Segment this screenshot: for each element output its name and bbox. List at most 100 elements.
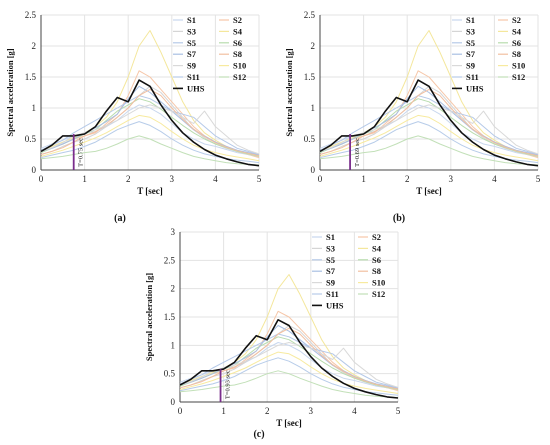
- legend-label-s7: S7: [326, 266, 336, 276]
- series-line-s6: [179, 336, 399, 390]
- period-marker-label: T=0.69 sec: [354, 138, 361, 167]
- x-tick-label: 5: [257, 174, 262, 184]
- legend-label-s12: S12: [372, 289, 385, 299]
- legend: S1 S2 S3 S4 S5 S6 S7 S8 S9 S10 S11 S12 UHS: [312, 232, 385, 310]
- x-tick-label: 2: [405, 174, 410, 184]
- legend-label-s9: S9: [187, 61, 196, 71]
- y-axis-label: Spectral acceleration [g]: [5, 48, 15, 136]
- legend-label-s2: S2: [233, 15, 242, 25]
- series-line-s3: [179, 325, 399, 390]
- x-tick-label: 2: [126, 174, 131, 184]
- legend-label-uhs: UHS: [466, 83, 484, 93]
- series-line-uhs: [179, 318, 399, 399]
- series-line-s4: [40, 30, 260, 157]
- legend-label-s9: S9: [466, 61, 475, 71]
- y-tick-label: 2.5: [25, 10, 37, 20]
- legend-label-s1: S1: [326, 232, 335, 242]
- series-line-s12: [40, 135, 260, 166]
- legend-label-s4: S4: [372, 243, 382, 253]
- series-line-s7: [179, 325, 399, 389]
- x-tick-label: 0: [39, 174, 44, 184]
- legend-label-s12: S12: [512, 72, 525, 82]
- legend-label-s8: S8: [512, 49, 521, 59]
- legend-label-s12: S12: [233, 72, 246, 82]
- legend-label-s3: S3: [187, 26, 196, 36]
- series-line-s10: [40, 114, 260, 162]
- series-line-uhs: [319, 79, 539, 167]
- x-tick-label: 0: [178, 406, 183, 416]
- legend-label-s4: S4: [512, 26, 522, 36]
- chart-panel-3: 0 0.5 1 1.5 2 2.5 3 0 1 2 3 4 5 T [sec] Spectral accel…: [144, 227, 401, 440]
- legend-label-s10: S10: [512, 61, 525, 71]
- series-line-uhs: [40, 79, 260, 167]
- y-tick-label: 0.5: [304, 134, 316, 144]
- x-tick-label: 1: [221, 406, 226, 416]
- series-line-s4: [179, 274, 399, 390]
- x-tick-label: 3: [309, 406, 314, 416]
- legend-label-s9: S9: [326, 278, 335, 288]
- x-tick-label: 5: [536, 174, 541, 184]
- legend-label-uhs: UHS: [187, 83, 205, 93]
- period-marker-label: T=0.75 sec: [78, 138, 85, 167]
- series-line-s5: [179, 333, 399, 389]
- legend-label-s7: S7: [466, 49, 476, 59]
- x-axis-label: T [sec]: [416, 186, 442, 196]
- y-tick-label: 1: [311, 103, 316, 113]
- legend-label-s6: S6: [372, 255, 381, 265]
- y-tick-label: 2.5: [304, 10, 316, 20]
- legend-label-s6: S6: [512, 38, 521, 48]
- panel-label: (b): [393, 213, 405, 224]
- legend-label-s5: S5: [187, 38, 196, 48]
- x-tick-label: 3: [170, 174, 175, 184]
- y-tick-label: 2: [311, 41, 316, 51]
- legend-label-s11: S11: [187, 72, 200, 82]
- y-tick-label: 1.5: [25, 72, 37, 82]
- legend-label-s11: S11: [466, 72, 479, 82]
- legend-label-s6: S6: [233, 38, 242, 48]
- chart-panel-2: 0 0.5 1 1.5 2 2.5 0 1 2 3 4 5 T [sec] Spectral accele…: [284, 10, 541, 224]
- y-tick-label: 2: [171, 284, 176, 294]
- series-line-s7: [40, 85, 260, 156]
- legend-label-s11: S11: [326, 289, 339, 299]
- panel-label: (a): [114, 213, 126, 224]
- y-tick-label: 1: [32, 103, 37, 113]
- legend-label-s1: S1: [187, 15, 196, 25]
- series-line-s8: [319, 88, 539, 157]
- y-axis-label: Spectral acceleration [g]: [144, 273, 154, 361]
- series-line-s7: [319, 85, 539, 156]
- x-tick-label: 4: [352, 406, 357, 416]
- series-line-s10: [319, 114, 539, 162]
- legend-label-s5: S5: [326, 255, 335, 265]
- x-axis-label: T [sec]: [137, 186, 163, 196]
- y-tick-label: 0: [32, 165, 37, 175]
- legend-label-s8: S8: [372, 266, 381, 276]
- series-line-s8: [40, 88, 260, 157]
- y-tick-label: 2: [32, 41, 37, 51]
- legend-label-s2: S2: [512, 15, 521, 25]
- y-tick-label: 1.5: [304, 72, 316, 82]
- series-line-s5: [40, 95, 260, 155]
- y-tick-label: 1: [171, 340, 176, 350]
- legend-label-s2: S2: [372, 232, 381, 242]
- legend-label-s8: S8: [233, 49, 242, 59]
- period-marker-label: T=0.93 sec: [225, 370, 232, 399]
- x-tick-label: 3: [449, 174, 454, 184]
- series-line-s10: [179, 351, 399, 394]
- y-tick-label: 0.5: [25, 134, 37, 144]
- series-line-s2: [319, 70, 539, 159]
- series-line-s2: [179, 310, 399, 392]
- series-line-s8: [179, 327, 399, 390]
- y-tick-label: 0: [171, 397, 176, 407]
- y-tick-label: 3: [171, 227, 176, 237]
- legend-label-s4: S4: [233, 26, 243, 36]
- legend-label-s10: S10: [233, 61, 246, 71]
- legend-label-uhs: UHS: [326, 300, 344, 310]
- x-tick-label: 4: [492, 174, 497, 184]
- y-tick-label: 0: [311, 165, 316, 175]
- legend-label-s10: S10: [372, 278, 385, 288]
- y-axis-label: Spectral acceleration [g]: [284, 48, 294, 136]
- y-tick-label: 0.5: [164, 369, 176, 379]
- series-line-s12: [319, 135, 539, 166]
